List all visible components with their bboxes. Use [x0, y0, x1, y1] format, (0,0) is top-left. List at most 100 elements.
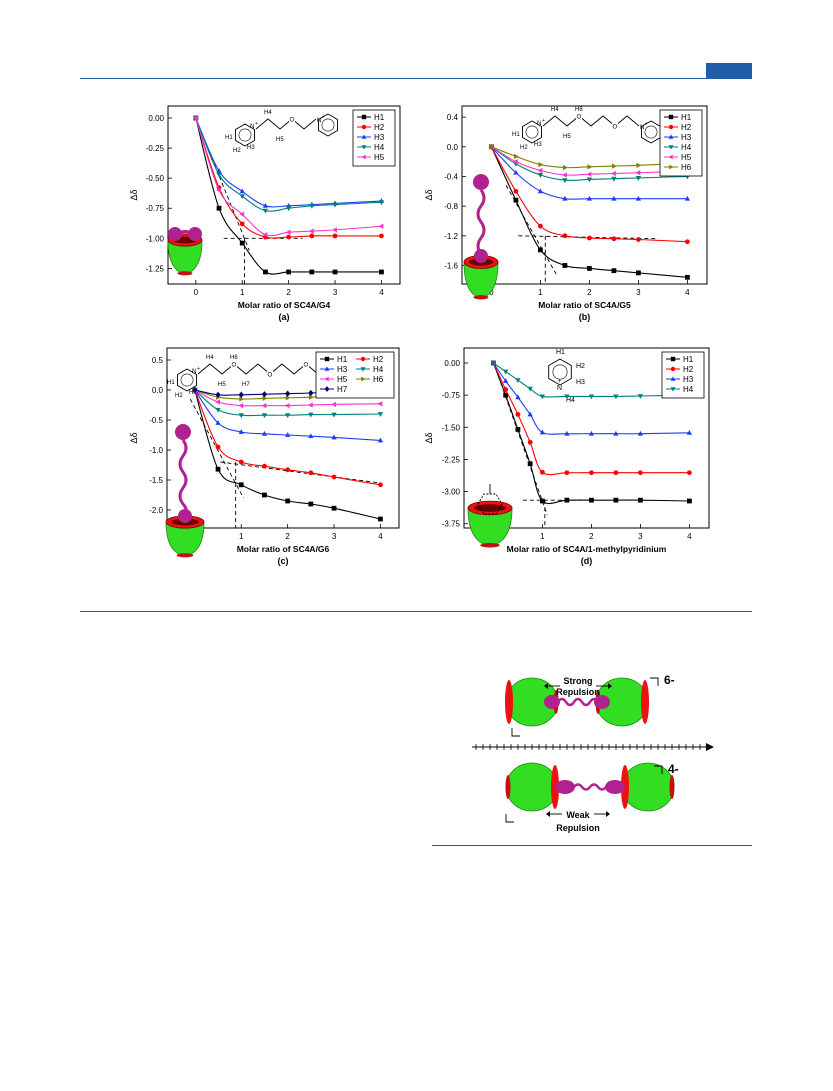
data-point-H1 — [587, 266, 592, 271]
x-tick-label: 1 — [538, 288, 543, 297]
scheme-guest-chain-bottom — [573, 783, 607, 791]
data-point-H2 — [515, 412, 521, 417]
data-point-H2 — [638, 470, 643, 476]
chart-panel-c: N+H1H2H3H4H5H6H7OOON+ 012340.50.0-0.5-1.… — [129, 347, 400, 566]
data-point-H5 — [331, 401, 336, 408]
scheme-rule — [432, 845, 752, 846]
data-point-H1 — [589, 497, 594, 503]
scheme-guest-head-top-left — [544, 695, 560, 709]
y-axis-label-b: Δδ — [424, 189, 434, 200]
legend-label-H2: H2 — [683, 365, 694, 374]
legend-label-H4: H4 — [683, 385, 694, 394]
label-H5: H5 — [563, 134, 571, 140]
weak-repulsion-label: Repulsion — [556, 823, 600, 833]
x-tick-label: 3 — [636, 288, 641, 297]
data-point-H2 — [379, 233, 384, 239]
x-axis-label-d: Molar ratio of SC4A/1-methylpyridinium — [507, 544, 667, 554]
oxygen-bg — [289, 115, 295, 122]
data-point-H3 — [503, 378, 509, 383]
data-point-H3 — [262, 202, 269, 208]
data-point-H6 — [308, 394, 314, 400]
panel-label-a: (a) — [279, 312, 290, 322]
data-point-H4 — [377, 412, 384, 417]
nitrogen-left: N — [250, 124, 254, 130]
cavitand-host-base — [177, 271, 193, 276]
data-point-H1 — [262, 492, 267, 498]
y-tick-label: -2.25 — [442, 455, 461, 464]
legend-label-H3: H3 — [374, 133, 385, 142]
x-tick-label: 2 — [589, 532, 594, 541]
data-point-H1 — [378, 516, 383, 522]
data-point-H4 — [490, 361, 497, 366]
data-point-H2 — [611, 236, 617, 242]
data-point-H1 — [564, 497, 570, 503]
y-tick-label: -0.75 — [146, 204, 165, 213]
data-point-H3 — [215, 420, 221, 425]
linker-chain — [255, 118, 317, 130]
series-line-H2 — [490, 146, 688, 243]
data-point-H1 — [331, 505, 337, 511]
data-point-H7 — [192, 386, 198, 394]
top-bracket-left — [511, 728, 520, 737]
data-point-H4 — [239, 194, 245, 200]
scheme-top-assembly — [505, 677, 659, 737]
complex-illustration-stick — [463, 174, 499, 300]
label-H4: H4 — [264, 110, 272, 116]
scheme-cavitand-bottom-right-base — [669, 775, 675, 799]
legend-label-H3: H3 — [337, 365, 348, 374]
x-tick-label: 4 — [378, 532, 383, 541]
data-point-H4 — [308, 412, 314, 418]
series-line-H5 — [491, 146, 688, 176]
x-tick-label: 4 — [685, 288, 690, 297]
data-point-H1 — [538, 247, 543, 253]
data-point-H3 — [239, 188, 245, 194]
scheme-bottom-assembly — [505, 762, 675, 823]
data-point-H5 — [307, 402, 313, 408]
data-point-H7 — [261, 391, 268, 398]
data-point-H3 — [564, 430, 570, 436]
charge-left: + — [255, 121, 258, 127]
guest-head-top — [175, 424, 191, 440]
data-point-H1 — [379, 269, 384, 275]
guest-pyridinium-ring — [477, 493, 503, 515]
data-point-H4 — [503, 369, 509, 375]
data-point-H2 — [636, 237, 641, 242]
oxygen-bg — [612, 122, 618, 129]
label-H2: H2 — [576, 363, 585, 370]
data-point-H4 — [527, 386, 533, 392]
guest-head-left — [168, 227, 182, 241]
oxygen-bg — [231, 360, 237, 367]
oxygen-atom: O — [613, 125, 618, 131]
strong-arrow-right-head — [608, 683, 612, 689]
label-H2: H2 — [233, 148, 241, 154]
data-point-H4 — [215, 407, 221, 413]
data-point-H1 — [527, 461, 533, 467]
guest-chain — [476, 189, 486, 255]
weak-arrow-left-head — [546, 811, 550, 817]
y-tick-label: -0.5 — [149, 416, 163, 425]
data-point-H4 — [238, 413, 244, 419]
legend-marker-H2 — [668, 124, 674, 130]
data-point-H2 — [239, 221, 245, 227]
data-point-H3 — [588, 430, 595, 436]
data-point-H1 — [238, 482, 244, 488]
legend-label-H1: H1 — [374, 113, 385, 122]
data-point-H2 — [589, 470, 594, 476]
y-tick-label: -1.2 — [444, 232, 458, 241]
label-H6: H6 — [230, 355, 238, 361]
legend-marker-H5 — [324, 376, 329, 382]
data-point-H5 — [262, 232, 268, 238]
y-tick-label: -3.75 — [442, 520, 461, 529]
plot-frame — [166, 347, 400, 529]
data-point-H1 — [216, 205, 222, 211]
data-point-H2 — [503, 387, 509, 392]
data-point-H1 — [308, 501, 314, 507]
data-point-H3 — [238, 429, 244, 434]
series-line-H4 — [491, 146, 688, 181]
data-point-H5 — [216, 187, 221, 193]
plateau-guide-line — [220, 461, 381, 484]
legend-box — [659, 109, 703, 177]
data-point-H4 — [588, 394, 595, 400]
legend-label-H1: H1 — [683, 355, 694, 364]
